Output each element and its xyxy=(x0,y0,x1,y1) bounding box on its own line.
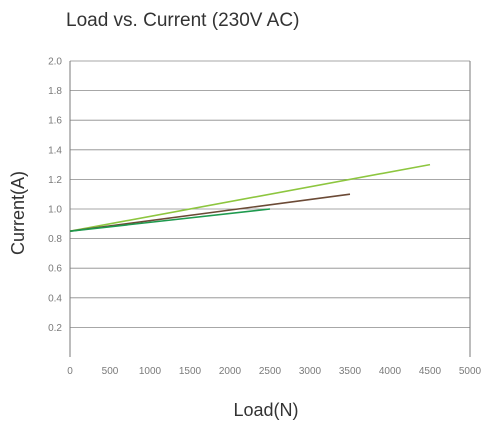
y-tick-label: 1.4 xyxy=(48,145,62,156)
y-axis-label: Current(A) xyxy=(8,171,28,255)
x-tick-label: 0 xyxy=(67,366,73,377)
y-tick-label: 1.2 xyxy=(48,175,62,186)
series-line-2 xyxy=(69,193,351,232)
axes xyxy=(69,61,471,357)
chart-title: Load vs. Current (230V AC) xyxy=(66,10,299,31)
x-tick-label: 500 xyxy=(102,366,119,377)
y-tick-label: 0.2 xyxy=(48,323,62,334)
x-tick-label: 1000 xyxy=(139,366,162,377)
x-axis-label: Load(N) xyxy=(233,400,298,420)
x-tick-label: 5000 xyxy=(459,366,482,377)
x-tick-label: 2000 xyxy=(219,366,242,377)
y-tick-label: 2.0 xyxy=(48,57,62,68)
x-tick-label: 3500 xyxy=(339,366,362,377)
series-lines xyxy=(69,163,431,232)
y-tick-label: 0.6 xyxy=(48,264,62,275)
y-tick-labels: 0.2 0.4 0.6 0.8 1.0 1.2 1.4 1.6 1.8 2.0 xyxy=(48,57,62,334)
series-line-3 xyxy=(69,208,271,232)
y-tick-label: 1.8 xyxy=(48,86,62,97)
y-tick-label: 0.8 xyxy=(48,234,62,245)
y-tick-label: 1.6 xyxy=(48,116,62,127)
x-tick-label: 3000 xyxy=(299,366,322,377)
x-tick-label: 2500 xyxy=(259,366,282,377)
x-tick-label: 4500 xyxy=(419,366,442,377)
x-tick-label: 1500 xyxy=(179,366,202,377)
series-line-1 xyxy=(69,163,431,232)
x-tick-labels: 0 500 1000 1500 2000 2500 3000 3500 4000 4500 5000 xyxy=(67,366,481,377)
y-tick-label: 0.4 xyxy=(48,293,62,304)
y-tick-label: 1.0 xyxy=(48,205,62,216)
x-tick-label: 4000 xyxy=(379,366,402,377)
